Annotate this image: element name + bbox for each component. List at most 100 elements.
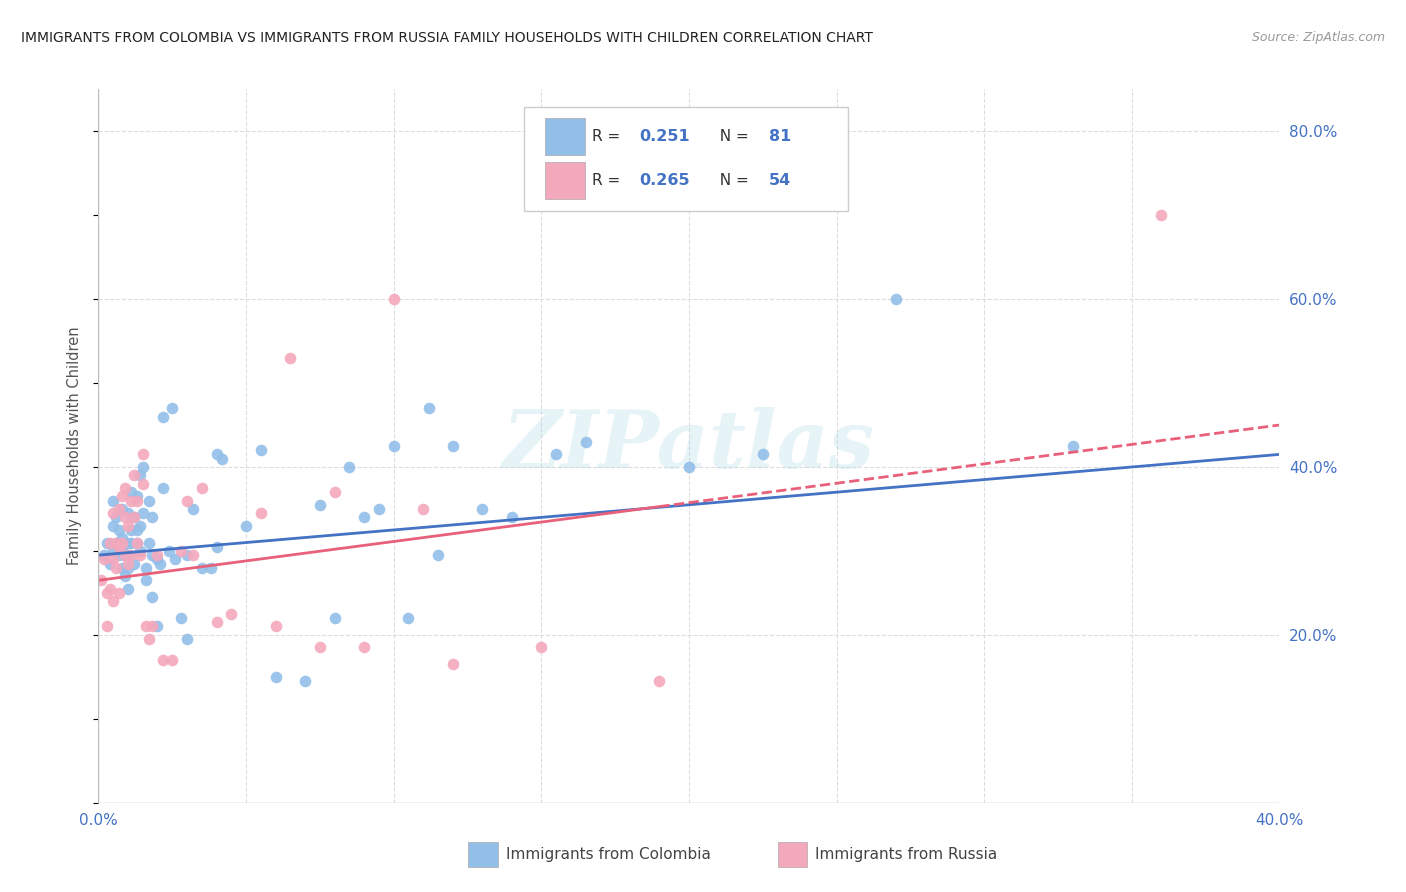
Point bbox=[181, 548, 204, 562]
Point bbox=[125, 523, 148, 537]
Point bbox=[128, 518, 150, 533]
Point bbox=[441, 657, 464, 672]
Point bbox=[418, 401, 440, 416]
Point bbox=[117, 535, 139, 549]
Point bbox=[339, 460, 361, 475]
Point bbox=[323, 611, 346, 625]
Point bbox=[235, 518, 257, 533]
Text: Source: ZipAtlas.com: Source: ZipAtlas.com bbox=[1251, 31, 1385, 45]
Point bbox=[141, 510, 163, 524]
Point bbox=[146, 619, 169, 633]
FancyBboxPatch shape bbox=[468, 842, 498, 867]
Point bbox=[108, 540, 131, 554]
Point bbox=[471, 502, 494, 516]
Point bbox=[96, 586, 118, 600]
Point bbox=[575, 434, 598, 449]
Point bbox=[125, 493, 148, 508]
Point bbox=[117, 582, 139, 596]
Point bbox=[382, 439, 405, 453]
Point bbox=[191, 560, 214, 574]
Point bbox=[250, 506, 273, 520]
Point bbox=[135, 574, 157, 588]
Point bbox=[141, 590, 163, 604]
Point bbox=[146, 548, 169, 562]
Point bbox=[108, 535, 131, 549]
Text: 54: 54 bbox=[769, 173, 792, 188]
Point bbox=[111, 544, 134, 558]
Text: 0.251: 0.251 bbox=[640, 129, 690, 145]
Point bbox=[117, 518, 139, 533]
Point bbox=[96, 619, 118, 633]
Point bbox=[125, 535, 148, 549]
Point bbox=[398, 611, 420, 625]
Point bbox=[111, 560, 134, 574]
Point bbox=[162, 653, 183, 667]
Point bbox=[103, 552, 125, 566]
Point bbox=[98, 557, 121, 571]
Point bbox=[120, 535, 142, 549]
Point bbox=[132, 447, 155, 461]
Point bbox=[117, 557, 139, 571]
Point bbox=[120, 523, 142, 537]
Point bbox=[427, 548, 450, 562]
Point bbox=[441, 439, 464, 453]
Text: N =: N = bbox=[710, 129, 754, 145]
Point bbox=[294, 674, 316, 689]
Point bbox=[152, 481, 174, 495]
Point bbox=[120, 485, 142, 500]
Text: R =: R = bbox=[592, 129, 626, 145]
Point bbox=[264, 619, 287, 633]
Point bbox=[884, 292, 907, 306]
Y-axis label: Family Households with Children: Family Households with Children bbox=[67, 326, 83, 566]
Point bbox=[132, 506, 155, 520]
Point bbox=[138, 535, 160, 549]
Point bbox=[138, 632, 160, 646]
Point bbox=[122, 468, 145, 483]
Point bbox=[176, 548, 198, 562]
Point bbox=[353, 510, 375, 524]
Point bbox=[111, 535, 134, 549]
FancyBboxPatch shape bbox=[546, 162, 585, 200]
Point bbox=[93, 552, 115, 566]
Point bbox=[117, 560, 139, 574]
Point bbox=[205, 540, 228, 554]
Point bbox=[678, 460, 700, 475]
Point bbox=[323, 485, 346, 500]
Text: N =: N = bbox=[710, 173, 754, 188]
Point bbox=[309, 498, 332, 512]
Point bbox=[105, 560, 128, 574]
Point bbox=[128, 548, 150, 562]
Point bbox=[309, 640, 332, 655]
Point bbox=[117, 548, 139, 562]
Point bbox=[98, 535, 121, 549]
Point bbox=[122, 557, 145, 571]
Point bbox=[146, 552, 169, 566]
Point bbox=[368, 502, 391, 516]
Point bbox=[176, 493, 198, 508]
Point bbox=[149, 557, 172, 571]
Point bbox=[200, 560, 222, 574]
Point bbox=[170, 544, 193, 558]
Text: 81: 81 bbox=[769, 129, 792, 145]
Point bbox=[752, 447, 775, 461]
Point bbox=[1150, 208, 1173, 222]
Point bbox=[103, 544, 125, 558]
Point bbox=[114, 481, 136, 495]
Point bbox=[105, 535, 128, 549]
Point bbox=[141, 619, 163, 633]
Point bbox=[105, 535, 128, 549]
Point bbox=[530, 640, 553, 655]
Point bbox=[648, 674, 671, 689]
Point bbox=[132, 476, 155, 491]
Point bbox=[114, 569, 136, 583]
Point bbox=[90, 574, 112, 588]
Point bbox=[191, 481, 214, 495]
Text: IMMIGRANTS FROM COLOMBIA VS IMMIGRANTS FROM RUSSIA FAMILY HOUSEHOLDS WITH CHILDR: IMMIGRANTS FROM COLOMBIA VS IMMIGRANTS F… bbox=[21, 31, 873, 45]
Point bbox=[135, 560, 157, 574]
Point bbox=[250, 443, 273, 458]
Point bbox=[120, 493, 142, 508]
Point bbox=[122, 510, 145, 524]
Point bbox=[1062, 439, 1084, 453]
Point bbox=[205, 447, 228, 461]
Point bbox=[103, 518, 125, 533]
